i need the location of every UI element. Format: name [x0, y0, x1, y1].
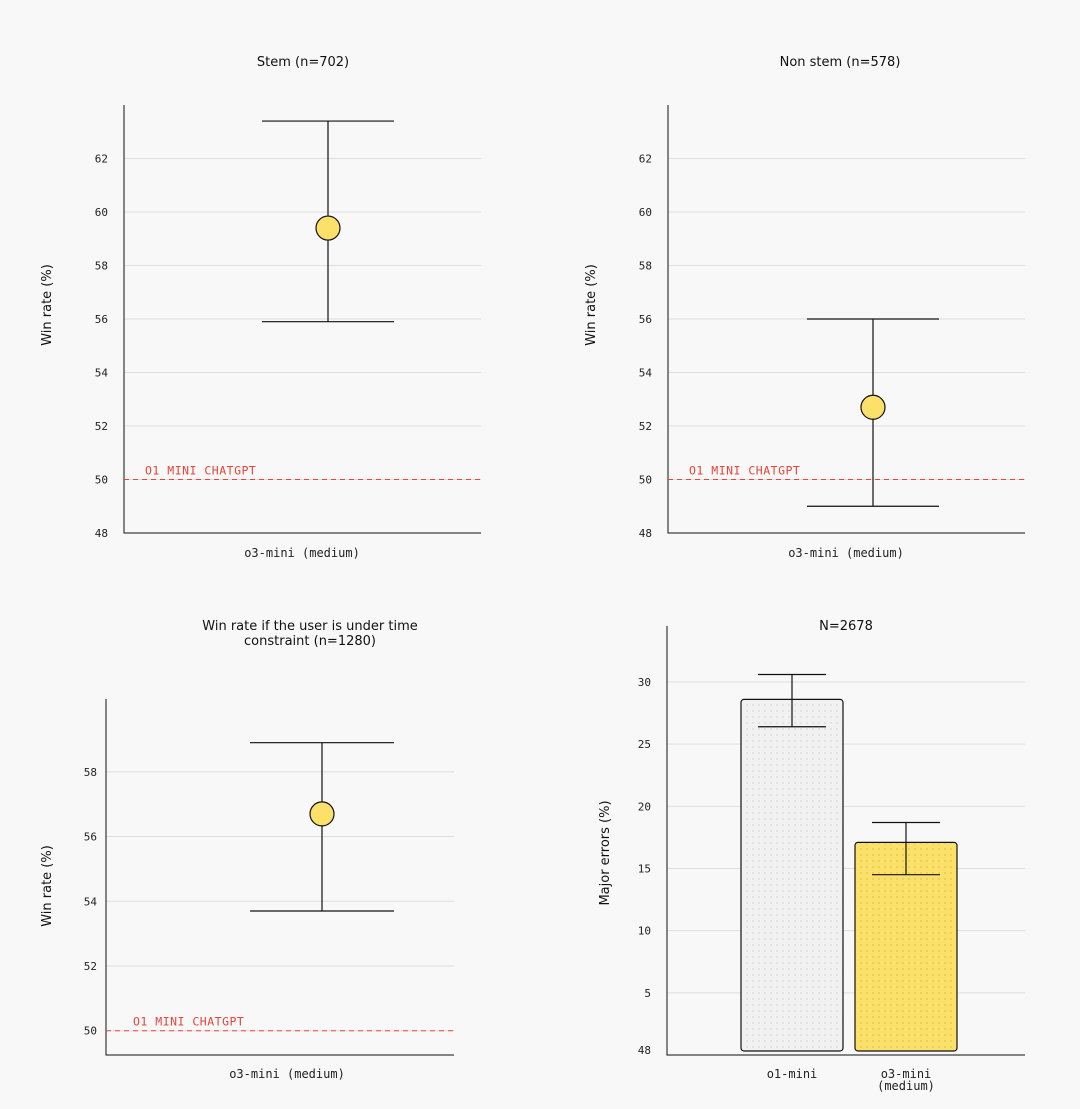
y-tick-label: 52 [95, 420, 108, 433]
y-tick-label: 58 [639, 260, 652, 273]
chart-title-line-1: Win rate if the user is under time [202, 619, 417, 634]
y-tick-label: 20 [638, 800, 651, 813]
panel-time-constraint: Win rate if the user is under time const… [40, 619, 454, 1081]
plot-area: 48 50 52 54 56 58 60 62 O1 MINI CHATGPT [639, 105, 1025, 540]
y-axis-label: Win rate (%) [40, 845, 55, 927]
y-tick-label: 58 [95, 260, 108, 273]
panel-stem: Stem (n=702) Win rate (%) 48 50 52 54 56 58 60… [40, 55, 481, 560]
y-tick-label: 56 [95, 313, 108, 326]
y-tick-label: 15 [638, 862, 651, 875]
reference-line-label: O1 MINI CHATGPT [689, 464, 800, 478]
plot-area: 48 50 52 54 56 58 60 62 O1 MINI CHATGPT [95, 105, 481, 540]
chart-title: Stem (n=702) [257, 55, 349, 70]
category-label: o3-mini (medium) [244, 546, 360, 560]
chart-title: N=2678 [819, 619, 873, 634]
y-tick-label: 54 [639, 367, 653, 380]
category-label: o3-mini [881, 1067, 932, 1081]
category-label: (medium) [877, 1079, 935, 1093]
category-label: o1-mini [767, 1067, 818, 1081]
y-tick-label: 54 [84, 895, 98, 908]
y-axis-label: Win rate (%) [40, 264, 55, 346]
axes [105, 699, 454, 1056]
category-label: o3-mini (medium) [788, 546, 904, 560]
chart-title-line-2: constraint (n=1280) [244, 634, 376, 649]
y-tick-label: 56 [84, 831, 97, 844]
y-tick-label: 25 [638, 738, 651, 751]
y-tick-label: 5 [644, 987, 651, 1000]
y-tick-label: 10 [638, 925, 651, 938]
chart-title: Non stem (n=578) [780, 55, 901, 70]
plot-area: 50 52 54 56 58 O1 MINI CHATGPT [84, 699, 454, 1056]
data-point [860, 394, 886, 420]
bar [740, 698, 844, 1052]
axes [666, 626, 1025, 1056]
axes [123, 105, 481, 534]
y-tick-label: 48 [95, 527, 108, 540]
category-label: o3-mini (medium) [229, 1067, 345, 1081]
y-tick-label: 48 [638, 1044, 651, 1057]
y-tick-label: 50 [639, 474, 652, 487]
y-tick-label: 54 [95, 367, 109, 380]
panel-major-errors: N=2678 Major errors (%) 48 5 10 15 20 25 30 o1… [598, 619, 1025, 1093]
y-tick-label: 50 [95, 474, 108, 487]
y-tick-label: 60 [639, 206, 652, 219]
y-tick-label: 60 [95, 206, 108, 219]
panel-non-stem: Non stem (n=578) Win rate (%) 48 50 52 54 56… [584, 55, 1025, 560]
y-axis-label: Major errors (%) [598, 800, 613, 905]
y-tick-label: 52 [639, 420, 652, 433]
y-tick-label: 62 [639, 153, 652, 166]
y-tick-label: 48 [639, 527, 652, 540]
data-point [315, 215, 341, 241]
y-tick-label: 58 [84, 766, 97, 779]
plot-area: 48 5 10 15 20 25 30 [638, 626, 1025, 1057]
reference-line-label: O1 MINI CHATGPT [145, 464, 256, 478]
y-tick-label: 56 [639, 313, 652, 326]
y-tick-label: 50 [84, 1025, 97, 1038]
axes [667, 105, 1025, 534]
y-axis-label: Win rate (%) [584, 264, 599, 346]
y-tick-label: 52 [84, 960, 97, 973]
reference-line-label: O1 MINI CHATGPT [133, 1015, 244, 1029]
data-point [309, 801, 335, 827]
y-tick-label: 30 [638, 676, 651, 689]
y-tick-label: 62 [95, 153, 108, 166]
